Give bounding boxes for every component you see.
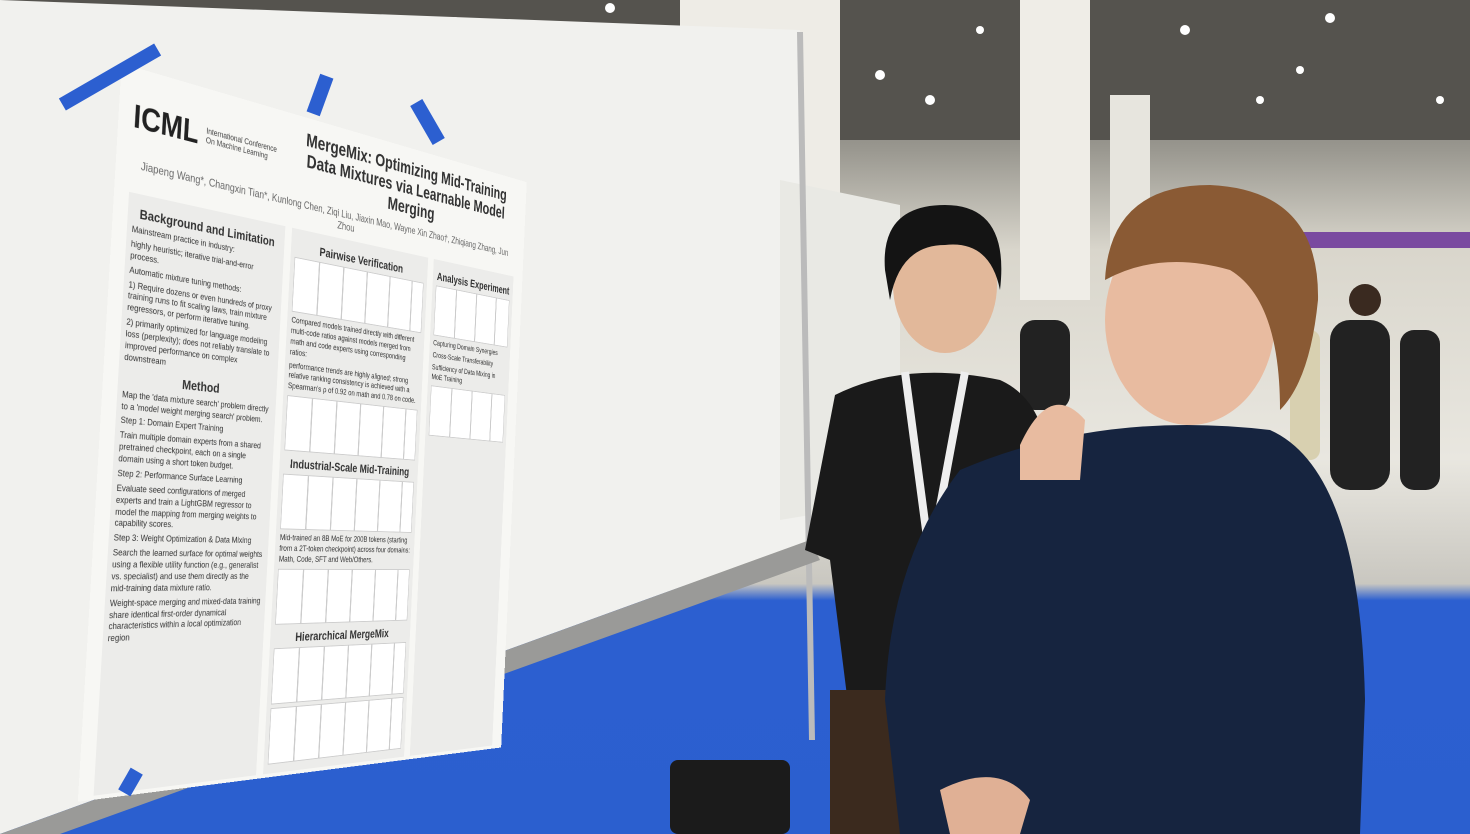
ceiling-lights bbox=[450, 3, 1444, 105]
pillar bbox=[1020, 0, 1090, 300]
visitor bbox=[885, 185, 1365, 834]
bag bbox=[670, 760, 790, 834]
board-frame bbox=[797, 31, 815, 741]
